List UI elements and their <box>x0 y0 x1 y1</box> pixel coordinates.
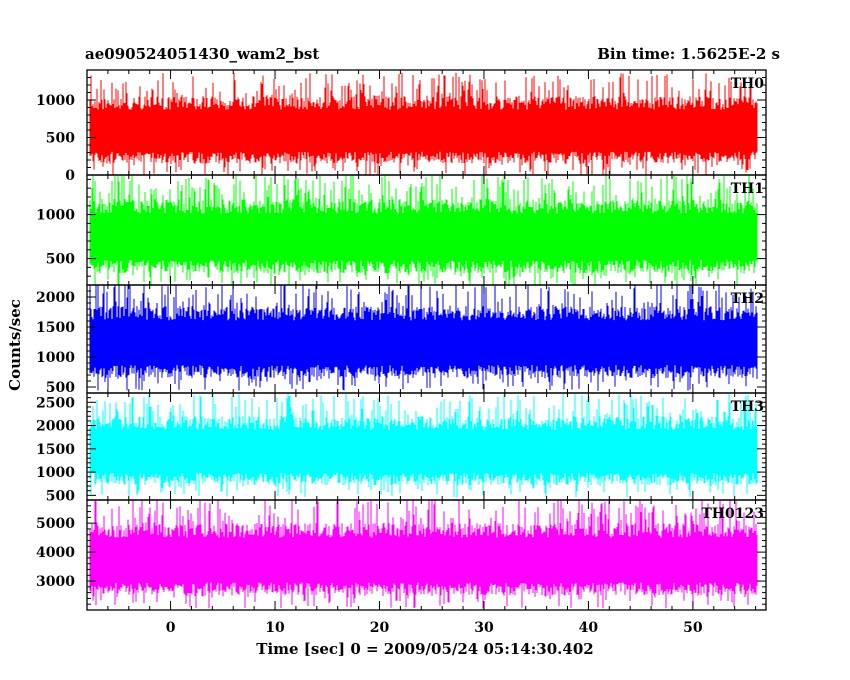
y-tick-label: 1000 <box>36 350 75 366</box>
y-tick-label: 3000 <box>36 574 75 590</box>
y-tick-label: 1500 <box>36 320 75 336</box>
y-axis-label: Counts/sec <box>6 299 24 391</box>
panel-name-label: TH0123 <box>701 506 764 522</box>
y-tick-label: 1500 <box>36 442 75 458</box>
panel-th1: 500 1000 TH1 <box>36 174 767 286</box>
y-tick-label: 2000 <box>36 290 75 306</box>
y-tick-label: 4000 <box>36 545 75 561</box>
panel-th3: 500 1000 1500 2000 2500 TH3 <box>36 392 767 504</box>
panel-th2: 500 1000 1500 2000 TH2 <box>36 284 767 396</box>
y-tick-label: 500 <box>46 131 75 147</box>
y-tick-label: 2500 <box>36 395 75 411</box>
panel-name-label: TH0 <box>731 76 765 92</box>
y-tick-label: 1000 <box>36 465 75 481</box>
x-axis-label: Time [sec] 0 = 2009/05/24 05:14:30.402 <box>256 640 593 658</box>
y-tick-label: 5000 <box>36 516 75 532</box>
x-tick-label: 10 <box>265 620 285 636</box>
y-tick-label: 2000 <box>36 419 75 435</box>
panel-name-label: TH1 <box>731 181 764 197</box>
chart-title-right: Bin time: 1.5625E-2 s <box>597 45 780 63</box>
x-tick-label: 30 <box>474 620 494 636</box>
panel-th0123: 3000 4000 5000 TH0123 <box>36 499 767 611</box>
series-th1 <box>89 175 758 285</box>
x-tick-label: 40 <box>579 620 599 636</box>
y-tick-label: 500 <box>46 488 75 504</box>
series-th3 <box>89 393 758 498</box>
x-tick-label: 0 <box>166 620 176 636</box>
series-th0 <box>89 72 758 175</box>
panel-th0: 0 500 1000 TH0 <box>36 69 767 184</box>
panel-name-label: TH2 <box>731 291 764 307</box>
y-tick-label: 500 <box>46 380 75 396</box>
y-tick-label: 1000 <box>36 93 75 109</box>
series-th0123 <box>89 500 758 609</box>
panel-frame <box>86 499 767 611</box>
x-tick-label: 50 <box>683 620 703 636</box>
panel-name-label: TH3 <box>731 399 764 415</box>
x-tick-label: 20 <box>370 620 390 636</box>
y-tick-label: 1000 <box>36 208 75 224</box>
series-th2 <box>89 285 758 391</box>
chart-title-left: ae090524051430_wam2_bst <box>85 45 319 63</box>
y-tick-label: 0 <box>65 168 75 184</box>
y-tick-label: 500 <box>46 252 75 268</box>
